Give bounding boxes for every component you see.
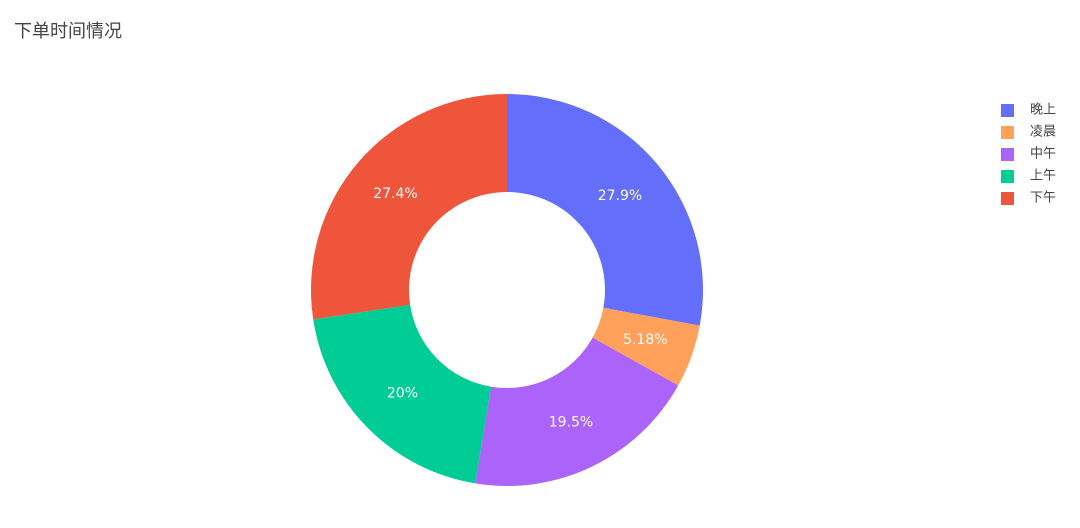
slice — [310, 94, 507, 320]
legend-label: 上午 — [1030, 169, 1056, 184]
legend-label: 中午 — [1030, 147, 1056, 162]
slice-label: 19.5% — [549, 414, 593, 430]
legend-label: 凌晨 — [1030, 125, 1056, 140]
legend-swatch — [1001, 126, 1014, 139]
slice-label: 27.4% — [373, 186, 417, 202]
slice — [475, 337, 679, 486]
slice — [313, 304, 492, 484]
chart-title: 下单时间情况 — [14, 21, 122, 42]
slice — [507, 94, 703, 326]
legend-swatch — [1001, 192, 1014, 205]
legend-swatch — [1001, 104, 1014, 117]
legend-label: 下午 — [1030, 191, 1056, 206]
legend-swatch — [1001, 170, 1014, 183]
legend-label: 晚上 — [1030, 103, 1056, 118]
slice — [592, 307, 700, 386]
slice-label: 27.9% — [598, 188, 642, 204]
legend-swatch — [1001, 148, 1014, 161]
slice-label: 20% — [387, 385, 418, 401]
slice-label: 5.18% — [623, 332, 667, 348]
